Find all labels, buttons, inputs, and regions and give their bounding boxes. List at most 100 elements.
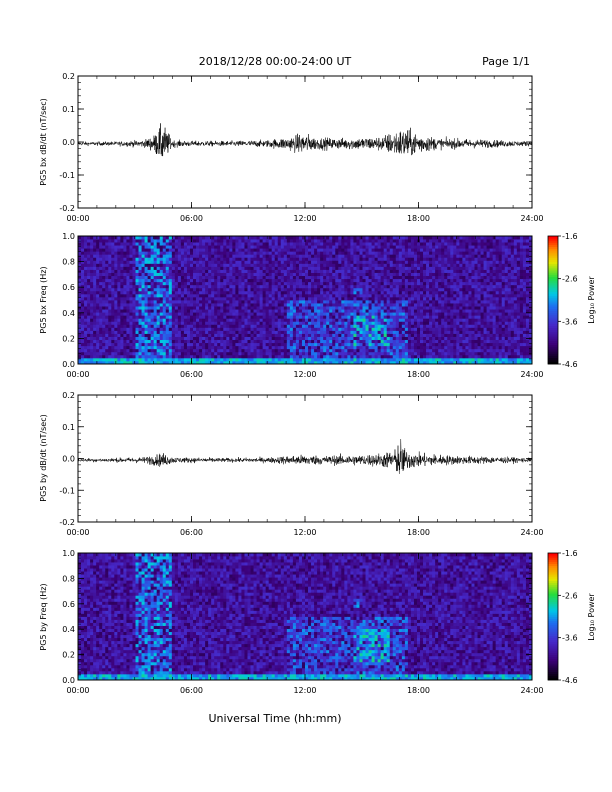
heatmap-cell [226,281,230,286]
heatmap-cell [199,324,203,328]
heatmap-cell [292,315,297,319]
heatmap-cell [120,351,124,356]
heatmap-cell [271,266,276,270]
heatmap-cell [193,236,197,240]
heatmap-cell [244,360,248,365]
heatmap-cell [395,336,400,341]
heatmap-cell [211,263,215,267]
heatmap-cell [135,321,139,325]
heatmap-cell [259,287,264,292]
heatmap-cell [335,312,339,316]
heatmap-cell [193,300,197,304]
heatmap-cell [120,236,124,240]
heatmap-cell [81,287,85,292]
heatmap-cell [301,324,306,328]
heatmap-cell [226,303,230,307]
heatmap-cell [389,242,394,246]
heatmap-cell [386,303,391,307]
heatmap-cell [193,312,197,316]
heatmap-cell [413,330,418,334]
heatmap-cell [87,333,91,337]
heatmap-cell [386,342,391,347]
heatmap-cell [186,293,191,298]
heatmap-cell [298,321,303,325]
heatmap-cell [208,336,212,341]
heatmap-cell [168,348,173,353]
heatmap-cell [117,309,121,313]
heatmap-cell [410,239,415,243]
heatmap-cell [326,245,330,249]
heatmap-cell [114,251,118,255]
heatmap-cell [168,324,173,328]
heatmap-cell [96,281,100,286]
heatmap-cell [280,269,285,273]
heatmap-cell [277,345,282,350]
heatmap-cell [335,263,339,267]
heatmap-cell [135,351,139,356]
heatmap-cell [105,278,109,283]
heatmap-cell [202,309,206,313]
heatmap-cell [84,260,88,264]
heatmap-cell [347,354,351,359]
heatmap-cell [401,293,406,298]
heatmap-cell [268,278,273,283]
heatmap-cell [380,248,385,252]
heatmap-cell [404,257,409,261]
heatmap-cell [247,293,251,298]
heatmap-cell [268,303,273,307]
heatmap-cell [105,281,109,286]
heatmap-cell [286,312,291,316]
heatmap-cell [196,266,200,270]
heatmap-cell [226,266,230,270]
heatmap-cell [265,348,270,353]
heatmap-cell [214,339,218,344]
heatmap-cell [308,284,312,289]
heatmap-cell [416,281,421,286]
heatmap-cell [141,351,145,356]
heatmap-cell [395,342,400,347]
heatmap-cell [90,290,94,295]
heatmap-cell [189,281,194,286]
heatmap-cell [380,278,385,283]
heatmap-cell [189,324,194,328]
heatmap-cell [186,275,191,280]
heatmap-cell [389,336,394,341]
heatmap-cell [347,315,351,319]
heatmap-cell [308,236,312,240]
heatmap-cell [286,315,291,319]
heatmap-cell [135,348,139,353]
heatmap-cell [156,236,161,240]
heatmap-cell [171,290,176,295]
heatmap-cell [401,327,406,331]
heatmap-cell [141,272,145,277]
heatmap-cell [283,296,288,301]
heatmap-cell [229,236,233,240]
heatmap-cell [259,248,264,252]
heatmap-cell [168,293,173,298]
heatmap-cell [90,330,94,334]
heatmap-cell [335,351,339,356]
heatmap-cell [144,275,149,280]
heatmap-cell [96,269,100,273]
heatmap-cell [335,272,339,277]
heatmap-cell [320,360,324,365]
heatmap-cell [374,315,379,319]
heatmap-cell [335,327,339,331]
heatmap-cell [93,336,97,341]
heatmap-cell [174,333,179,337]
heatmap-cell [268,242,273,246]
heatmap-cell [159,360,164,365]
heatmap-cell [87,321,91,325]
heatmap-cell [407,351,412,356]
heatmap-cell [350,254,354,258]
heatmap-cell [93,300,97,304]
heatmap-cell [244,245,248,249]
heatmap-cell [262,236,267,240]
heatmap-cell [238,281,242,286]
heatmap-cell [180,321,185,325]
heatmap-cell [81,342,85,347]
heatmap-cell [341,357,345,362]
heatmap-cell [250,263,254,267]
heatmap-cell [301,357,306,362]
heatmap-cell [377,269,382,273]
